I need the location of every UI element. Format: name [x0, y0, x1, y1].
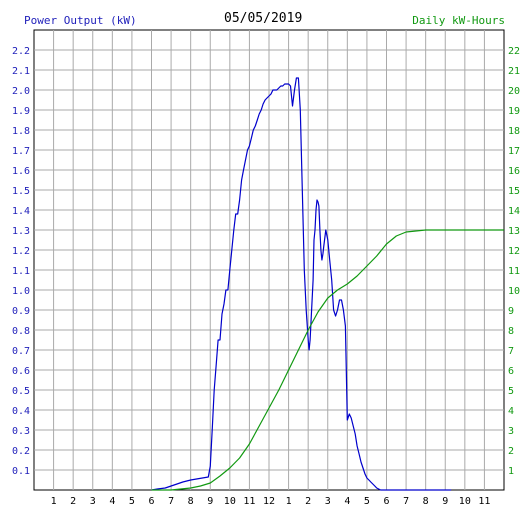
y-right-tick-label: 2: [508, 446, 514, 457]
right-axis-title: Daily kW-Hours: [412, 14, 505, 27]
x-tick-label: 2: [305, 496, 311, 507]
x-tick-label: 1: [51, 496, 57, 507]
x-tick-label: 7: [403, 496, 409, 507]
y-right-tick-label: 11: [508, 266, 520, 277]
y-right-tick-label: 5: [508, 386, 514, 397]
y-left-tick-label: 1.2: [12, 246, 30, 257]
y-right-tick-label: 15: [508, 186, 520, 197]
y-left-tick-label: 2.0: [12, 86, 30, 97]
y-right-tick-label: 17: [508, 146, 520, 157]
x-tick-label: 8: [423, 496, 429, 507]
y-left-tick-label: 0.2: [12, 446, 30, 457]
x-tick-label: 8: [188, 496, 194, 507]
x-tick-label: 11: [478, 496, 490, 507]
y-right-tick-label: 19: [508, 106, 520, 117]
y-right-tick-label: 6: [508, 366, 514, 377]
y-left-tick-label: 1.9: [12, 106, 30, 117]
y-right-tick-label: 12: [508, 246, 520, 257]
x-tick-label: 4: [109, 496, 115, 507]
y-right-tick-label: 10: [508, 286, 520, 297]
y-right-tick-label: 16: [508, 166, 520, 177]
y-right-tick-label: 3: [508, 426, 514, 437]
y-left-tick-label: 1.3: [12, 226, 30, 237]
y-right-tick-label: 1: [508, 466, 514, 477]
x-tick-label: 1: [286, 496, 292, 507]
x-tick-label: 9: [442, 496, 448, 507]
left-axis-title: Power Output (kW): [24, 14, 137, 27]
y-left-tick-label: 0.1: [12, 466, 30, 477]
power-output-line: [151, 77, 452, 491]
y-left-tick-label: 0.4: [12, 406, 30, 417]
y-left-tick-label: 0.3: [12, 426, 30, 437]
x-tick-label: 6: [148, 496, 154, 507]
x-tick-label: 10: [459, 496, 471, 507]
y-right-tick-label: 14: [508, 206, 520, 217]
y-right-tick-label: 8: [508, 326, 514, 337]
x-tick-label: 7: [168, 496, 174, 507]
y-left-tick-label: 1.4: [12, 206, 30, 217]
x-tick-label: 4: [344, 496, 350, 507]
y-right-tick-label: 13: [508, 226, 520, 237]
x-tick-label: 11: [243, 496, 255, 507]
y-left-tick-label: 0.5: [12, 386, 30, 397]
chart-title: 05/05/2019: [224, 11, 303, 26]
y-left-tick-label: 1.0: [12, 286, 30, 297]
x-tick-label: 2: [70, 496, 76, 507]
y-left-tick-label: 2.2: [12, 46, 30, 57]
y-left-tick-label: 0.6: [12, 366, 30, 377]
y-right-tick-label: 21: [508, 66, 520, 77]
y-left-tick-label: 0.7: [12, 346, 30, 357]
y-left-tick-label: 0.9: [12, 306, 30, 317]
y-left-tick-label: 1.1: [12, 266, 30, 277]
x-tick-label: 6: [383, 496, 389, 507]
y-left-tick-label: 1.6: [12, 166, 30, 177]
y-right-tick-label: 9: [508, 306, 514, 317]
y-right-tick-label: 22: [508, 46, 520, 57]
y-left-tick-label: 1.5: [12, 186, 30, 197]
x-tick-label: 9: [207, 496, 213, 507]
y-right-tick-label: 18: [508, 126, 520, 137]
y-left-tick-label: 1.7: [12, 146, 30, 157]
y-right-tick-label: 4: [508, 406, 514, 417]
x-tick-label: 12: [263, 496, 275, 507]
y-right-tick-label: 7: [508, 346, 514, 357]
x-tick-label: 3: [325, 496, 331, 507]
y-left-tick-label: 2.1: [12, 66, 30, 77]
x-tick-label: 5: [129, 496, 135, 507]
daily-kwh-line: [151, 229, 504, 491]
y-left-tick-label: 1.8: [12, 126, 30, 137]
x-tick-label: 3: [90, 496, 96, 507]
y-right-tick-label: 20: [508, 86, 520, 97]
x-tick-label: 5: [364, 496, 370, 507]
y-left-tick-label: 0.8: [12, 326, 30, 337]
x-tick-label: 10: [224, 496, 236, 507]
